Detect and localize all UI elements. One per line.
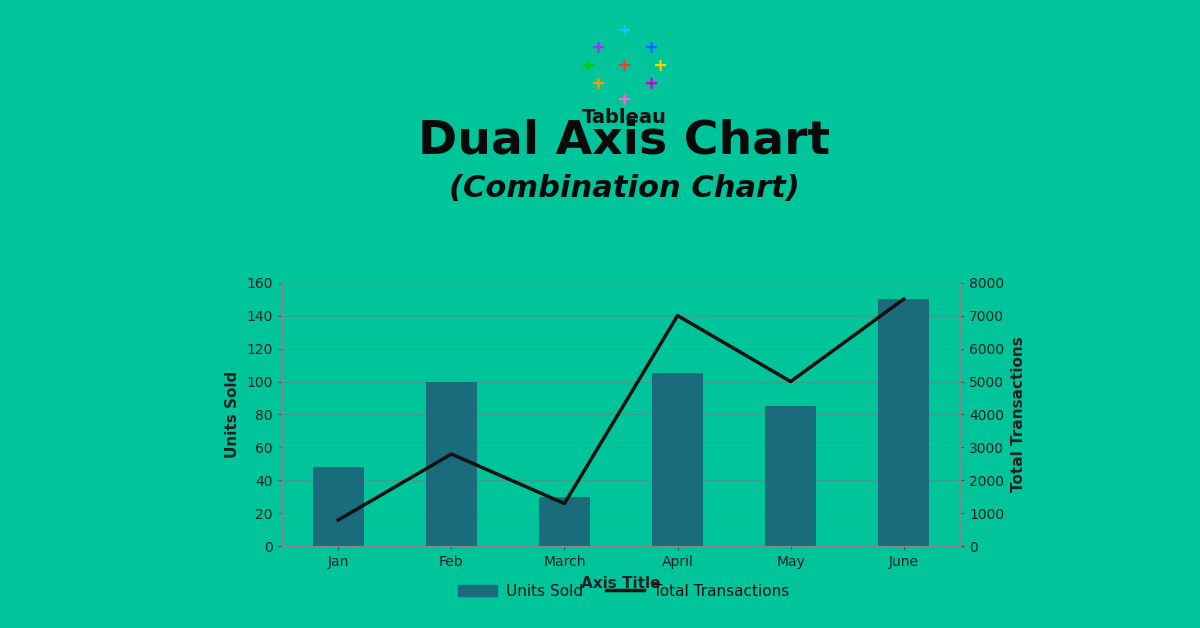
Text: +: +	[617, 57, 631, 75]
Bar	[539, 497, 590, 546]
Bar	[426, 381, 476, 546]
Text: +: +	[590, 75, 605, 92]
Bar	[313, 467, 364, 546]
Y-axis label: Units Sold: Units Sold	[224, 371, 240, 458]
Bar	[878, 299, 929, 546]
Text: +: +	[581, 57, 595, 75]
Text: +: +	[590, 40, 605, 57]
Text: (Combination Chart): (Combination Chart)	[449, 174, 799, 203]
Bar	[766, 406, 816, 546]
Text: +: +	[617, 23, 631, 40]
Legend: Units Sold, Total Transactions: Units Sold, Total Transactions	[452, 577, 796, 605]
Y-axis label: Total Transactions: Total Transactions	[1012, 337, 1026, 492]
Text: +: +	[643, 75, 658, 92]
Text: +: +	[643, 40, 658, 57]
X-axis label: Axis Title: Axis Title	[581, 577, 661, 592]
Text: Tableau: Tableau	[582, 108, 666, 127]
Text: Dual Axis Chart: Dual Axis Chart	[418, 119, 830, 164]
Bar	[652, 373, 703, 546]
Text: +: +	[653, 57, 667, 75]
Text: +: +	[617, 92, 631, 109]
